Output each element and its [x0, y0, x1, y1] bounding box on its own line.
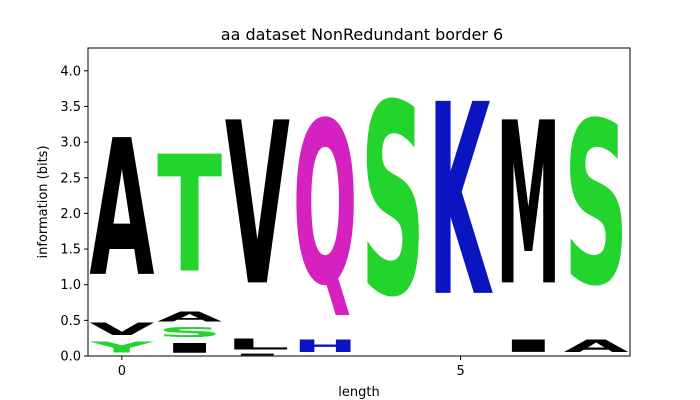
logo-glyph: Y: [89, 339, 155, 356]
logo-letter-m: M: [496, 75, 561, 336]
y-tick-label: 2.5: [60, 171, 81, 186]
y-tick-label: 0.5: [60, 314, 81, 329]
logo-letter-v: V: [89, 319, 154, 339]
y-axis: 0.0 0.5 1.0 1.5 2.0 2.5 3.0 3.5 4.0: [60, 64, 88, 365]
y-tick-label: 0.0: [60, 350, 81, 365]
logo-glyph: L: [225, 336, 290, 353]
y-tick-label: 1.5: [60, 243, 81, 258]
y-axis-label: information (bits): [36, 145, 51, 258]
logo-letter-i: I: [225, 353, 290, 356]
y-tick-label: 2.0: [60, 207, 81, 222]
logo-letter-v: V: [225, 75, 290, 336]
logo-letter-s: S: [360, 49, 425, 355]
logo-glyph: I: [157, 340, 222, 356]
logo-letter-s: S: [157, 325, 222, 341]
logo-letter-i: I: [496, 336, 561, 356]
logo-glyph: V: [89, 319, 154, 339]
logo-glyph: Q: [293, 76, 358, 336]
logo-glyph: K: [428, 48, 493, 355]
logo-letter-t: T: [157, 123, 222, 309]
x-tick-label: 5: [456, 364, 464, 379]
logo-glyph: S: [564, 76, 629, 336]
y-tick-label: 1.0: [60, 278, 81, 293]
logo-glyph: H: [293, 336, 358, 356]
logo-letter-y: Y: [89, 339, 155, 356]
x-tick-label: 0: [118, 364, 126, 379]
logo-letter-i: I: [157, 340, 222, 356]
logo-letter-h: H: [293, 336, 358, 356]
x-axis-label: length: [338, 385, 379, 400]
logo-glyph: S: [360, 49, 425, 355]
logo-glyph: A: [564, 336, 629, 356]
logo-glyph: I: [496, 336, 561, 356]
logo-glyph: S: [157, 325, 222, 341]
logo-letter-q: Q: [293, 76, 358, 336]
chart-title: aa dataset NonRedundant border 6: [221, 25, 503, 44]
logo-glyph: A: [157, 309, 223, 325]
logo-letter-a: A: [89, 101, 154, 319]
logo-glyph: T: [157, 123, 222, 309]
logo-letter-k: K: [428, 48, 493, 355]
logo-glyph: M: [496, 75, 561, 336]
logo-glyph: A: [89, 101, 154, 319]
logo-glyph: I: [225, 353, 290, 356]
y-tick-label: 3.5: [60, 100, 81, 115]
logo-letter-s: S: [564, 76, 629, 336]
logo-letter-a: A: [157, 309, 223, 325]
y-tick-label: 3.0: [60, 136, 81, 151]
logo-glyph: V: [225, 75, 290, 336]
logo-letter-l: L: [225, 336, 290, 353]
logo-letter-a: A: [564, 336, 629, 356]
y-tick-label: 4.0: [60, 64, 81, 79]
plot-frame: [87, 47, 631, 357]
